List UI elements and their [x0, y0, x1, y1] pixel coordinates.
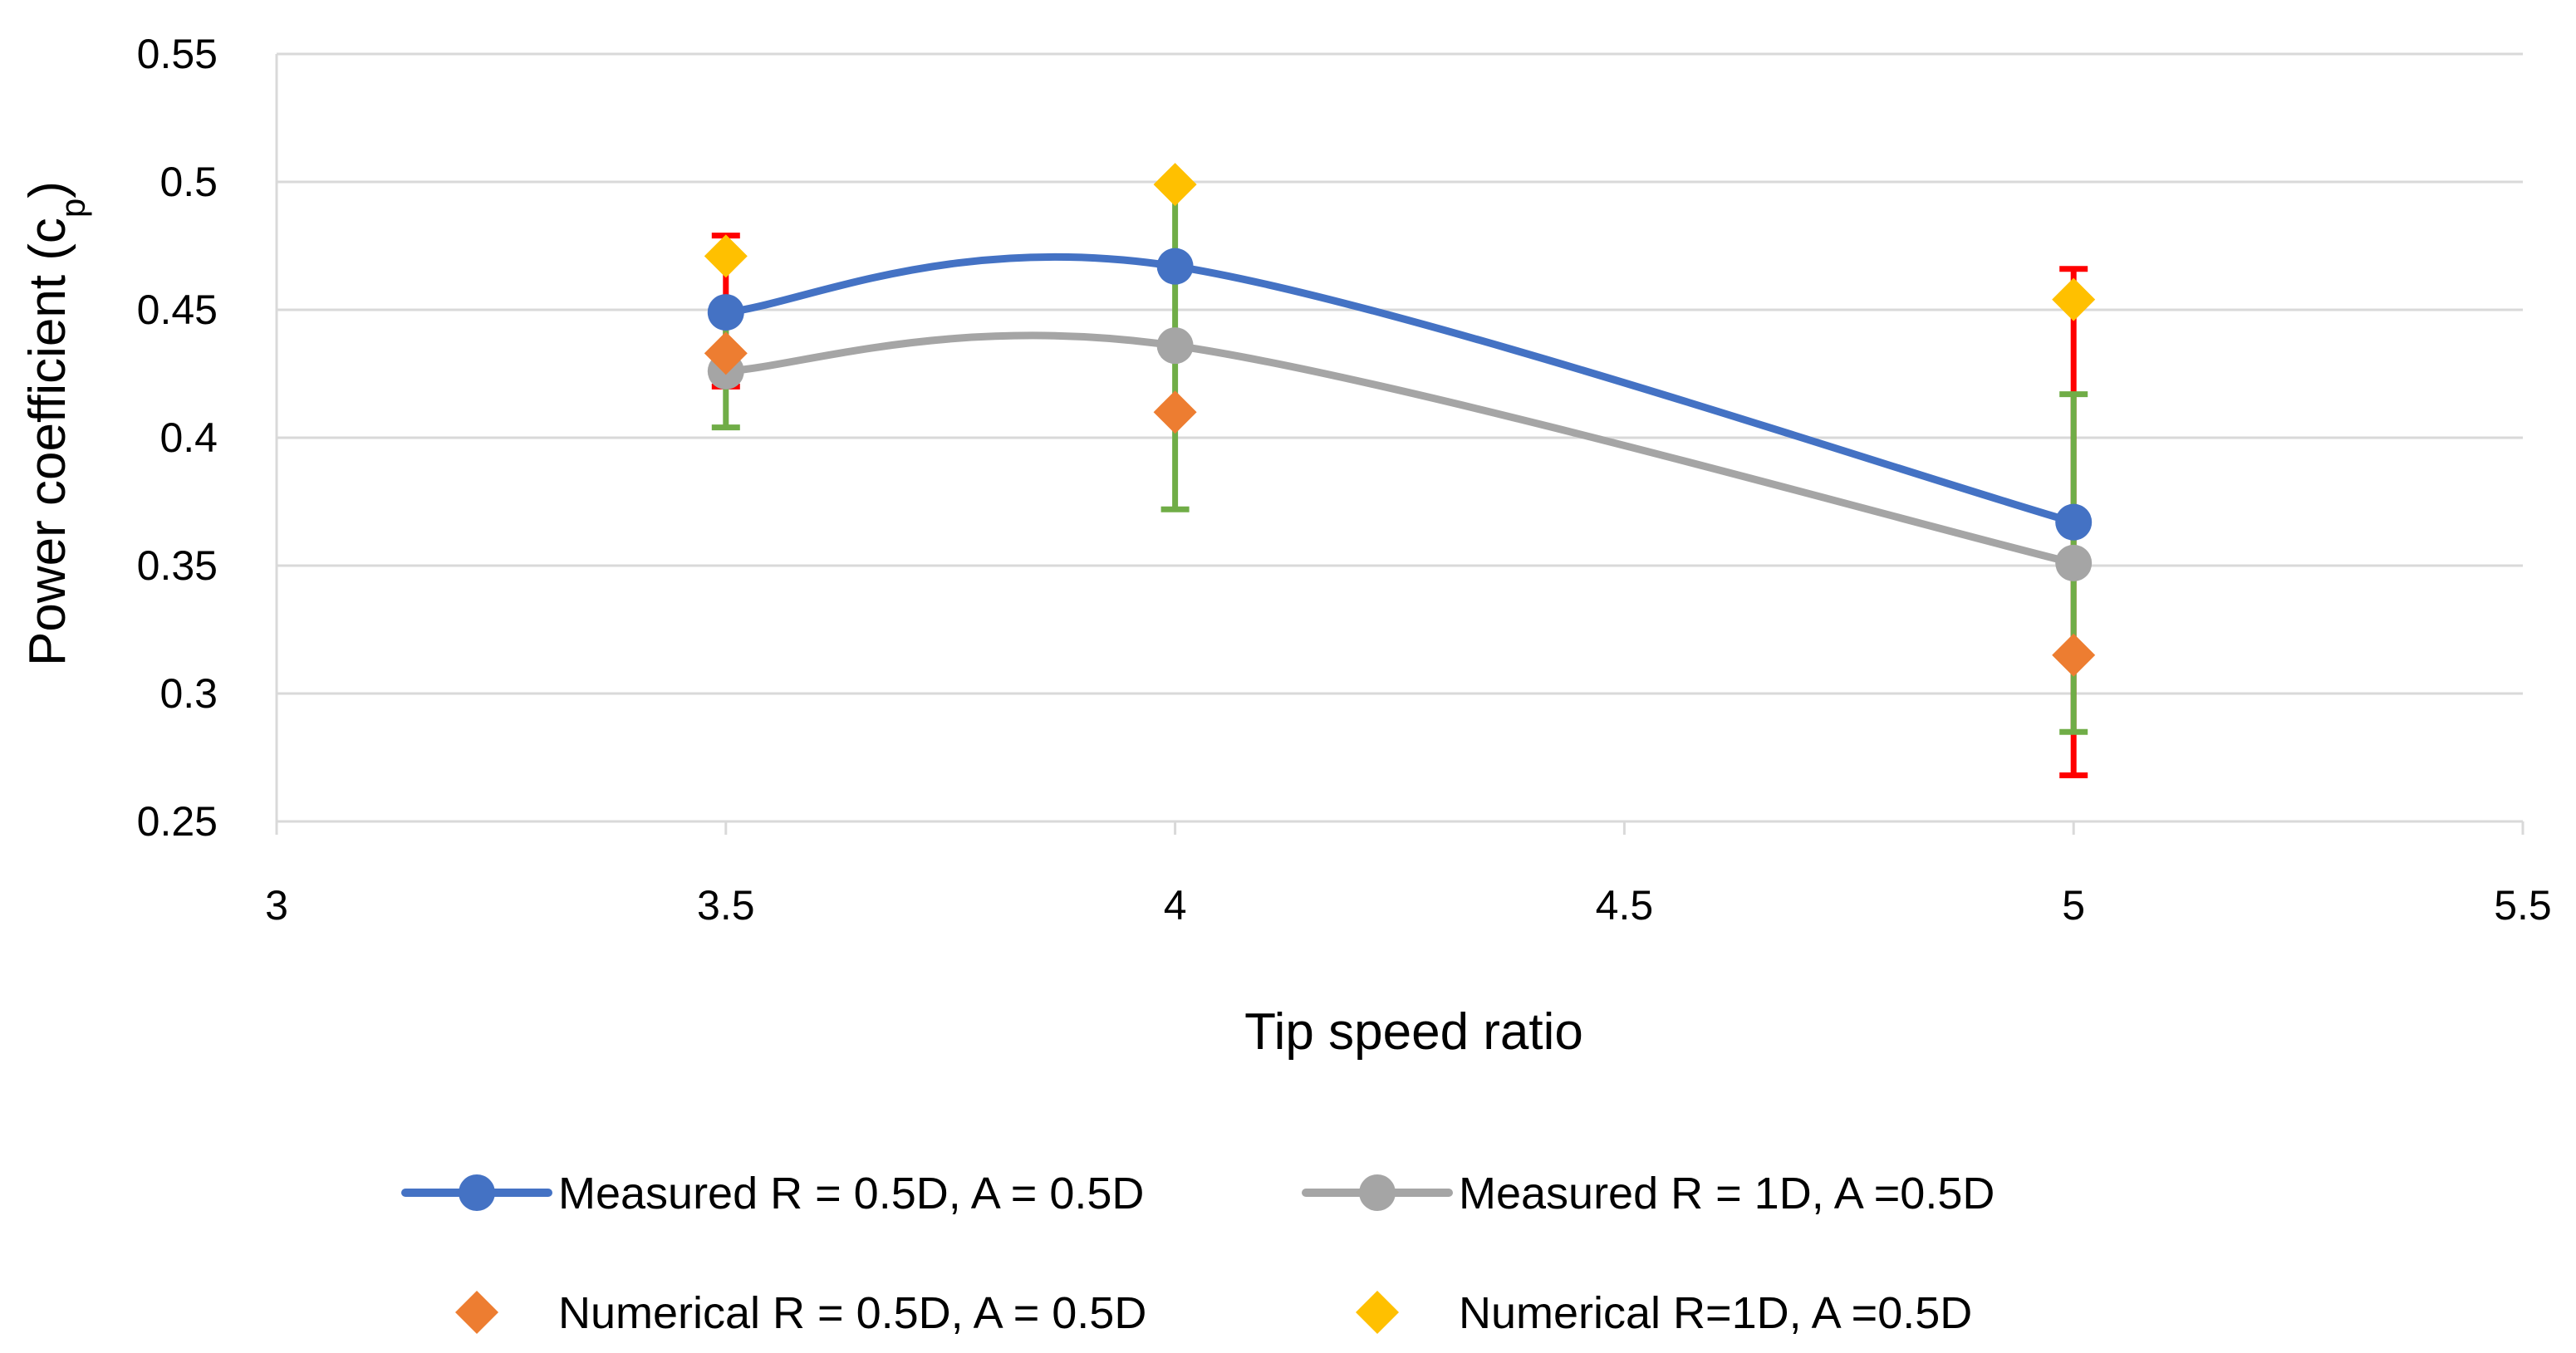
legend-label-numerical-05d: Numerical R = 0.5D, A = 0.5D	[558, 1288, 1146, 1338]
x-tick-label-0: 3	[265, 882, 288, 929]
marker-s3-1	[1153, 163, 1197, 207]
series-lines	[722, 252, 2078, 567]
legend-entry-measured-05d[interactable]: Measured R = 0.5D, A = 0.5D	[401, 1169, 1144, 1218]
x-tick-label-4: 5	[2062, 882, 2085, 929]
legend-marker-measured-1d	[1359, 1174, 1396, 1211]
axes	[275, 54, 2524, 835]
marker-s0-2	[2055, 503, 2093, 541]
x-tick-label-5: 5.5	[2494, 882, 2552, 929]
marker-s1-1	[1156, 327, 1194, 365]
y-axis-title-main: Power coefficient (c	[19, 218, 76, 666]
marker-s0-1	[1156, 248, 1194, 285]
marker-s0-0	[707, 294, 744, 331]
x-tick-labels: 3 3.5 4 4.5 5 5.5	[265, 882, 2552, 929]
legend-entry-measured-1d[interactable]: Measured R = 1D, A =0.5D	[1302, 1169, 1995, 1218]
marker-s3-0	[704, 234, 748, 278]
legend-label-measured-05d: Measured R = 0.5D, A = 0.5D	[558, 1169, 1144, 1218]
legend-label-numerical-1d: Numerical R=1D, A =0.5D	[1459, 1288, 1972, 1338]
legend-entry-numerical-1d[interactable]: Numerical R=1D, A =0.5D	[1356, 1288, 1972, 1338]
y-tick-label-6: 0.55	[137, 31, 218, 77]
marker-s1-2	[2055, 544, 2093, 581]
marker-s2-0	[704, 331, 748, 375]
y-tick-label-5: 0.5	[159, 159, 218, 205]
y-axis-title-subscript: p	[53, 199, 92, 218]
marker-s2-2	[2052, 633, 2096, 677]
marker-s3-2	[2052, 277, 2096, 321]
y-tick-label-1: 0.3	[159, 670, 218, 717]
legend-marker-numerical-1d	[1356, 1291, 1399, 1334]
gridlines	[277, 52, 2523, 695]
series-markers	[704, 163, 2096, 677]
legend-marker-measured-05d	[459, 1174, 495, 1211]
legend: Measured R = 0.5D, A = 0.5D Measured R =…	[401, 1169, 1995, 1338]
x-tick-label-3: 4.5	[1596, 882, 1654, 929]
y-tick-label-4: 0.45	[137, 287, 218, 333]
y-axis-title-close: )	[19, 181, 76, 199]
x-axis-title: Tip speed ratio	[1244, 1003, 1583, 1061]
marker-s2-1	[1153, 390, 1197, 434]
legend-marker-numerical-05d	[455, 1291, 498, 1334]
y-tick-label-3: 0.4	[159, 414, 218, 461]
y-tick-label-2: 0.35	[137, 542, 218, 589]
y-tick-labels: 0.25 0.3 0.35 0.4 0.45 0.5 0.55	[137, 31, 218, 845]
y-axis-title: Power coefficient (cp)	[19, 181, 92, 666]
series-line-0	[722, 252, 2078, 527]
y-tick-label-0: 0.25	[137, 798, 218, 845]
x-tick-label-1: 3.5	[697, 882, 755, 929]
series-line-1	[722, 331, 2078, 567]
legend-entry-numerical-05d[interactable]: Numerical R = 0.5D, A = 0.5D	[455, 1288, 1146, 1338]
legend-label-measured-1d: Measured R = 1D, A =0.5D	[1459, 1169, 1995, 1218]
x-tick-label-2: 4	[1164, 882, 1187, 929]
